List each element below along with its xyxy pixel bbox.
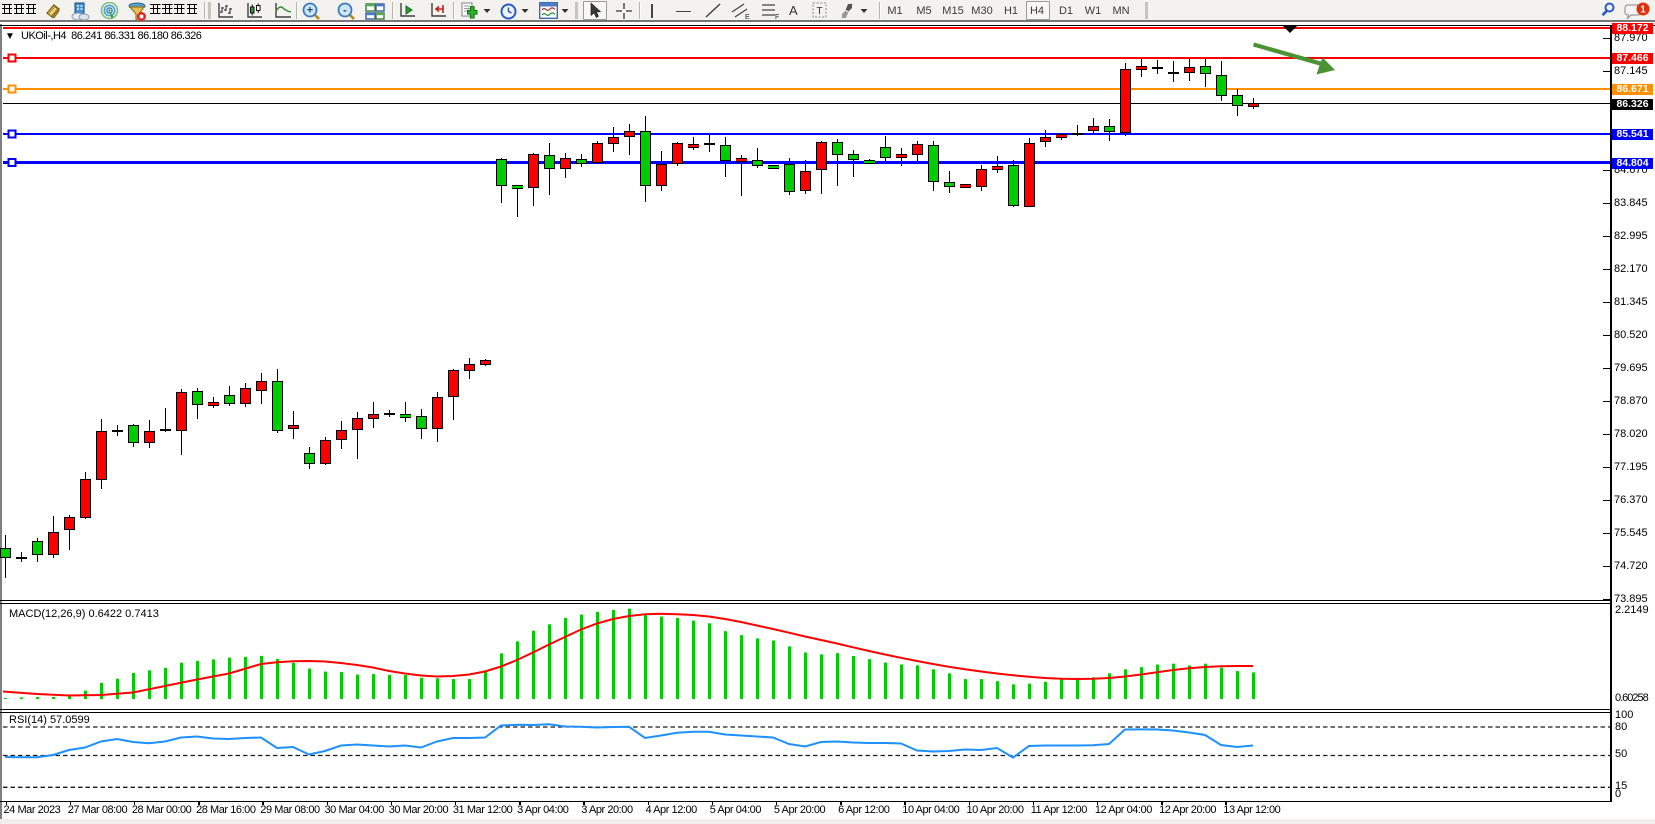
svg-text:-: -	[343, 5, 347, 17]
svg-text:1: 1	[1640, 5, 1646, 16]
svg-text:E: E	[745, 14, 750, 20]
svg-text:F: F	[775, 14, 779, 20]
svg-text:T: T	[816, 6, 822, 17]
svg-text:+: +	[307, 5, 313, 17]
